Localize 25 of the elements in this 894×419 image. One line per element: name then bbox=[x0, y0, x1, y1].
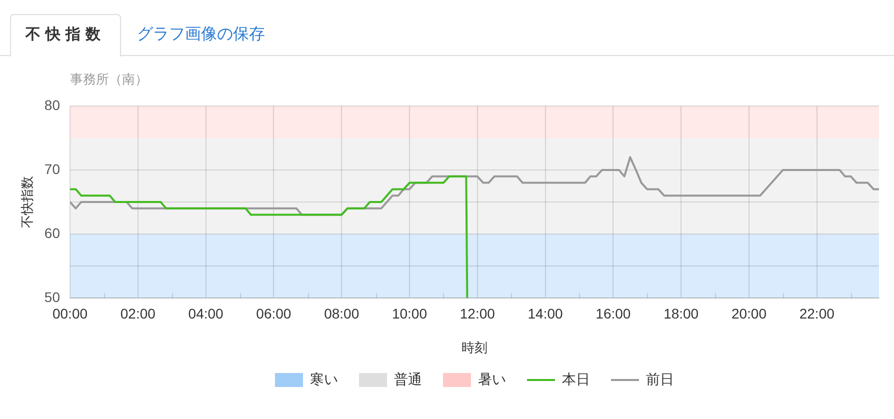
legend-label: 寒い bbox=[310, 370, 338, 387]
x-tick-label: 00:00 bbox=[52, 305, 88, 322]
x-tick-label: 04:00 bbox=[188, 305, 224, 322]
x-tick-label: 08:00 bbox=[324, 305, 360, 322]
x-tick-label: 18:00 bbox=[664, 305, 699, 322]
x-axis-title: 時刻 bbox=[462, 340, 488, 355]
x-tick-label: 14:00 bbox=[528, 305, 564, 322]
legend-label: 本日 bbox=[562, 370, 590, 387]
legend-label: 暑い bbox=[478, 370, 506, 387]
legend-label: 普通 bbox=[394, 370, 422, 387]
x-tick-label: 10:00 bbox=[392, 305, 428, 322]
y-axis-title: 不快指数 bbox=[19, 176, 34, 228]
x-tick-label: 22:00 bbox=[799, 305, 835, 322]
x-tick-label: 20:00 bbox=[731, 305, 767, 322]
chart-subtitle: 事務所（南） bbox=[70, 72, 148, 87]
x-tick-label: 16:00 bbox=[596, 305, 631, 322]
y-tick-label: 80 bbox=[44, 96, 60, 113]
x-tick-label: 02:00 bbox=[120, 305, 156, 322]
y-tick-label: 70 bbox=[44, 160, 60, 177]
y-tick-label: 50 bbox=[44, 288, 60, 305]
legend-label: 前日 bbox=[646, 370, 674, 387]
y-tick-label: 60 bbox=[44, 224, 60, 241]
save-link: グラフ画像の保存 bbox=[137, 25, 265, 45]
x-tick-label: 12:00 bbox=[460, 305, 496, 322]
x-tick-label: 06:00 bbox=[256, 305, 292, 322]
